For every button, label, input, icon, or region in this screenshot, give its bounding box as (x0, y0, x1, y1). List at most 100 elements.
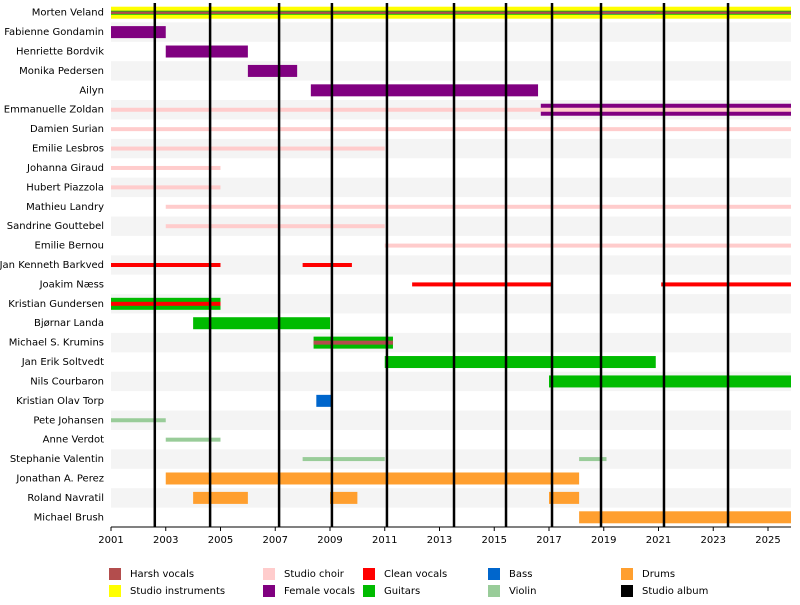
x-tick-label: 2013 (427, 535, 452, 546)
member-bar (384, 243, 791, 248)
member-bar (313, 340, 393, 345)
member-label: Jan Kenneth Barkved (0, 260, 104, 271)
x-tick-label: 2021 (646, 535, 671, 546)
member-bar (193, 317, 331, 330)
member-label: Nils Courbaron (30, 376, 104, 387)
member-bar (111, 11, 791, 14)
x-tick-label: 2025 (755, 535, 780, 546)
row-stripe (111, 216, 791, 236)
legend-label: Clean vocals (384, 569, 447, 580)
x-tick-label: 2009 (317, 535, 342, 546)
row-stripe (111, 488, 791, 508)
legend-swatch (488, 568, 500, 580)
legend-label: Bass (509, 569, 532, 580)
member-label: Ailyn (79, 85, 104, 96)
member-bar (111, 263, 221, 267)
member-label: Fabienne Gondamin (4, 27, 104, 38)
member-bar (302, 263, 352, 267)
legend-label: Guitars (384, 586, 420, 597)
legend-label: Female vocals (284, 586, 355, 597)
x-tick-label: 2023 (701, 535, 726, 546)
member-bar (579, 457, 607, 462)
row-stripe (111, 449, 791, 469)
member-label: Emmanuelle Zoldan (4, 105, 104, 116)
member-label: Emilie Bernou (35, 241, 104, 252)
legend-swatch (621, 585, 633, 597)
member-label: Roland Navratil (27, 493, 104, 504)
legend-label: Drums (642, 569, 675, 580)
row-stripe (111, 22, 791, 42)
member-label: Morten Veland (32, 8, 104, 19)
member-bar (661, 282, 791, 287)
x-tick-label: 2005 (208, 535, 233, 546)
member-label: Kristian Gundersen (8, 299, 104, 310)
x-tick-label: 2003 (153, 535, 178, 546)
member-bar (111, 146, 385, 151)
member-label: Sandrine Gouttebel (7, 221, 104, 232)
row-stripe (111, 138, 791, 159)
member-bar (165, 224, 385, 229)
member-bar (412, 282, 552, 287)
legend-swatch (621, 568, 633, 580)
member-bar (165, 437, 221, 442)
member-bar (111, 418, 166, 423)
member-bar (111, 301, 221, 306)
member-bar (165, 204, 792, 209)
member-label: Monika Pedersen (19, 66, 104, 77)
member-bar (384, 356, 656, 369)
member-label: Michael Brush (34, 512, 104, 523)
member-label: Stephanie Valentin (10, 454, 104, 465)
row-stripe (111, 61, 791, 81)
member-bar (247, 64, 298, 77)
x-tick-label: 2017 (536, 535, 561, 546)
legend-swatch (363, 568, 375, 580)
member-label: Anne Verdot (43, 435, 104, 446)
member-bar (165, 45, 248, 58)
legend-swatch (263, 568, 275, 580)
member-bar (111, 127, 791, 132)
member-label: Hubert Piazzola (26, 182, 104, 193)
x-tick-label: 2007 (263, 535, 288, 546)
member-bar (310, 84, 539, 97)
legend-swatch (488, 585, 500, 597)
x-tick-label: 2015 (482, 535, 507, 546)
member-bar (111, 165, 221, 170)
member-bar (579, 511, 791, 524)
legend-label: Violin (509, 586, 536, 597)
member-label: Mathieu Landry (26, 202, 104, 213)
member-bar (111, 26, 166, 39)
x-tick-label: 2019 (591, 535, 616, 546)
member-bar (549, 491, 580, 504)
legend-label: Studio instruments (130, 586, 225, 597)
member-bar (193, 491, 248, 504)
member-bar (316, 394, 333, 407)
member-label: Kristian Olav Torp (16, 396, 104, 407)
row-stripe (111, 294, 791, 314)
member-label: Jan Erik Soltvedt (21, 357, 104, 368)
x-tick-label: 2001 (98, 535, 123, 546)
member-bar (549, 375, 791, 388)
member-label: Pete Johansen (33, 415, 104, 426)
member-bar (165, 472, 580, 485)
x-tick-label: 2011 (372, 535, 397, 546)
member-bar (111, 185, 221, 190)
member-label: Bjørnar Landa (34, 318, 104, 329)
member-label: Henriette Bordvik (16, 47, 104, 58)
legend-label: Harsh vocals (130, 569, 194, 580)
member-label: Johanna Giraud (26, 163, 104, 174)
legend-label: Studio choir (284, 569, 345, 580)
member-label: Damien Surian (30, 124, 104, 135)
row-stripe (111, 332, 791, 353)
member-label: Emilie Lesbros (32, 144, 104, 155)
legend-swatch (263, 585, 275, 597)
legend-swatch (109, 568, 121, 580)
row-stripe (111, 410, 791, 430)
member-bar (302, 457, 385, 462)
legend-label: Studio album (642, 586, 708, 597)
row-stripe (111, 177, 791, 198)
member-bar (330, 491, 358, 504)
member-label: Jonathan A. Perez (15, 473, 104, 484)
row-stripe (111, 255, 791, 275)
member-label: Joakim Næss (39, 279, 104, 290)
